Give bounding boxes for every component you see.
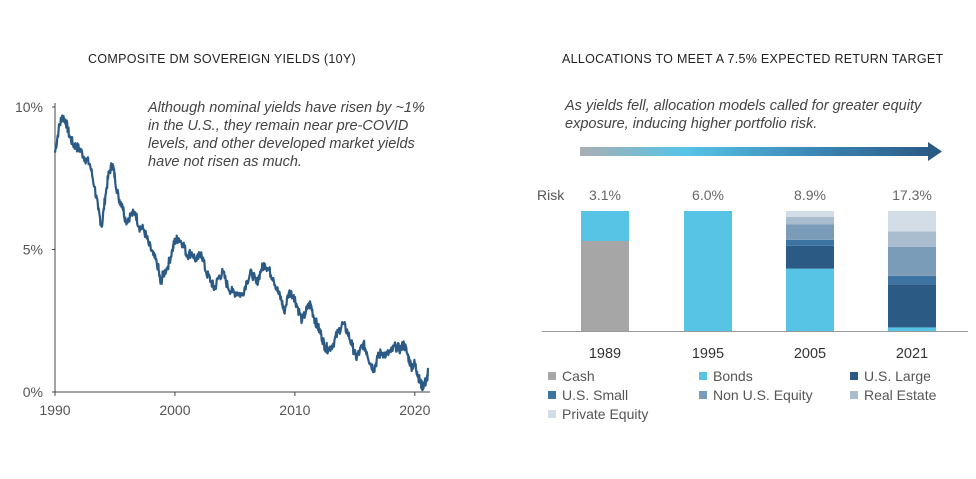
- legend-swatch: [548, 372, 556, 380]
- category-label: 2021: [896, 346, 928, 362]
- y-tick-label: 10%: [15, 99, 43, 115]
- x-tick-label: 2000: [159, 402, 190, 418]
- risk-value: 6.0%: [692, 187, 724, 203]
- bar-segment-non-u-s-equity-2021: [888, 247, 936, 276]
- bar-segment-cash-1989: [581, 241, 629, 331]
- bar-segment-non-u-s-equity-2005: [786, 224, 834, 240]
- category-label: 1995: [692, 346, 724, 362]
- legend-item: Non U.S. Equity: [699, 387, 813, 403]
- bar-segment-bonds-1989: [581, 211, 629, 241]
- bar-segment-u-s-large-2021: [888, 284, 936, 327]
- legend-item: Bonds: [699, 368, 753, 384]
- legend-swatch: [548, 410, 556, 418]
- legend-label: U.S. Small: [562, 387, 628, 403]
- legend-label: Real Estate: [864, 387, 936, 403]
- x-tick-label: 2010: [279, 402, 310, 418]
- bar-chart-title: ALLOCATIONS TO MEET A 7.5% EXPECTED RETU…: [562, 52, 943, 66]
- yield-line-series: [55, 116, 428, 391]
- bar-segment-bonds-2021: [888, 327, 936, 331]
- legend-item: U.S. Large: [850, 368, 931, 384]
- bar-segment-real-estate-2021: [888, 231, 936, 247]
- legend-item: U.S. Small: [548, 387, 628, 403]
- x-tick-label: 2020: [399, 402, 430, 418]
- legend-swatch: [699, 391, 707, 399]
- legend-item: Real Estate: [850, 387, 936, 403]
- legend-label: Bonds: [713, 368, 753, 384]
- x-tick-label: 1990: [39, 402, 70, 418]
- legend-item: Private Equity: [548, 406, 648, 422]
- category-label: 2005: [794, 346, 826, 362]
- y-tick-label: 0%: [23, 384, 43, 400]
- legend-item: Cash: [548, 368, 595, 384]
- legend-swatch: [850, 391, 858, 399]
- legend-swatch: [699, 372, 707, 380]
- legend-swatch: [548, 391, 556, 399]
- bar-segment-private-equity-2021: [888, 211, 936, 231]
- risk-label: Risk: [537, 187, 565, 203]
- y-tick-label: 5%: [23, 242, 43, 258]
- risk-value: 3.1%: [589, 187, 621, 203]
- bar-segment-real-estate-2005: [786, 217, 834, 224]
- bar-chart: Risk 3.1% 1989 6.0% 1995 8.9% 2005 17.3% 2021: [500, 170, 976, 370]
- risk-value: 8.9%: [794, 187, 826, 203]
- legend-label: U.S. Large: [864, 368, 931, 384]
- legend-label: Non U.S. Equity: [713, 387, 813, 403]
- legend-label: Cash: [562, 368, 595, 384]
- bar-chart-annotation: As yields fell, allocation models called…: [565, 97, 970, 133]
- bar-segment-bonds-2005: [786, 269, 834, 331]
- legend-label: Private Equity: [562, 406, 648, 422]
- bar-segment-bonds-1995: [684, 211, 732, 331]
- risk-value: 17.3%: [892, 187, 932, 203]
- line-chart: 0% 5% 10% 1990 2000 2010 2020: [0, 0, 470, 479]
- bar-segment-u-s-small-2021: [888, 276, 936, 284]
- bar-segment-u-s-small-2005: [786, 240, 834, 246]
- trend-arrow: [578, 140, 948, 164]
- category-label: 1989: [589, 346, 621, 362]
- legend-swatch: [850, 372, 858, 380]
- bar-segment-u-s-large-2005: [786, 246, 834, 269]
- bar-segment-private-equity-2005: [786, 211, 834, 217]
